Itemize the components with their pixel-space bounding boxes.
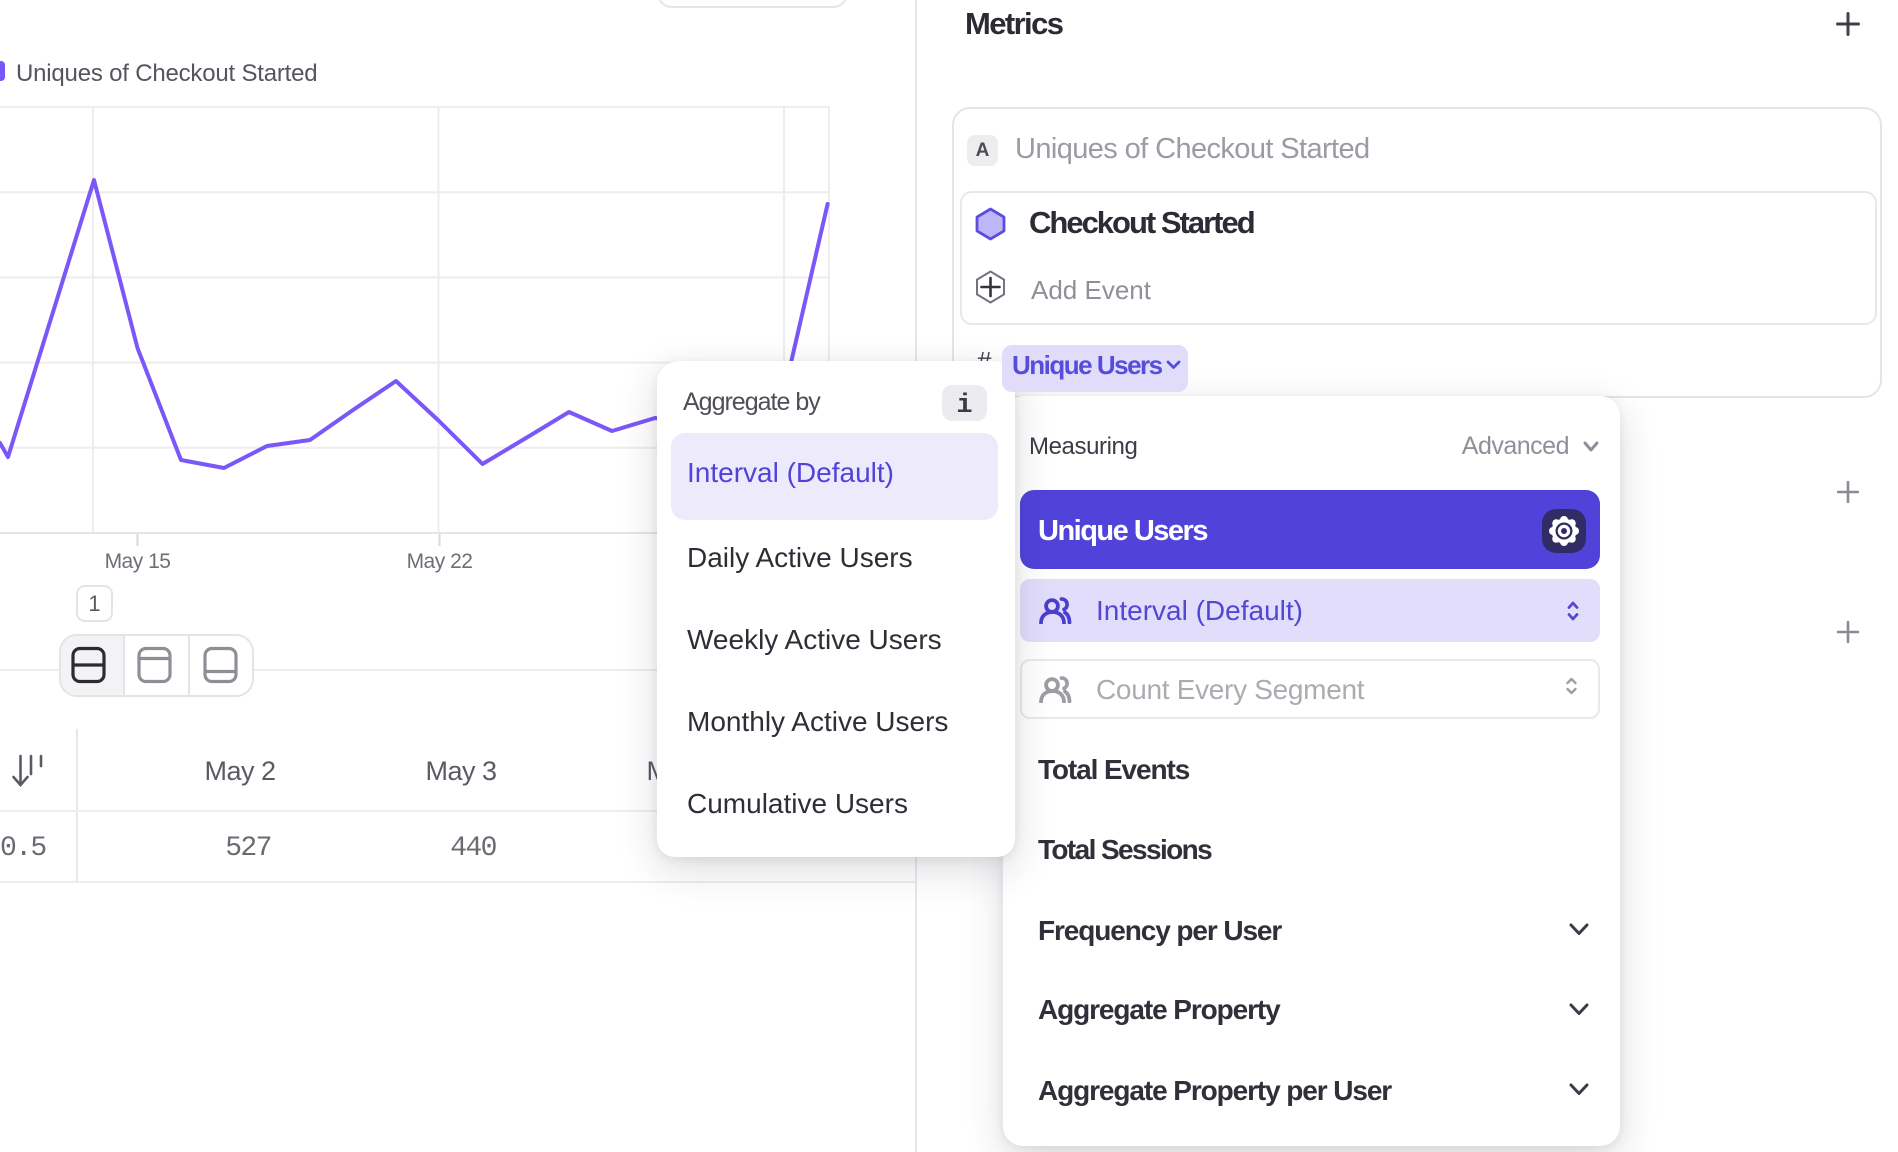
svg-text:May 15: May 15: [105, 550, 171, 573]
svg-text:May 22: May 22: [407, 550, 473, 573]
